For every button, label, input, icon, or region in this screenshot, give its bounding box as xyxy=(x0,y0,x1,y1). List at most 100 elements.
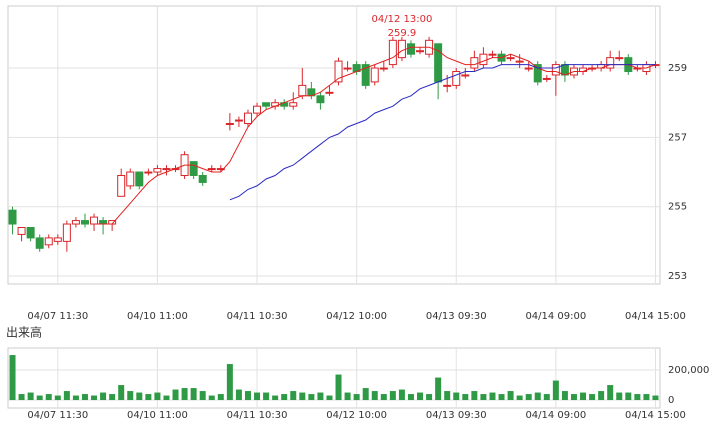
volume-bar xyxy=(417,392,424,401)
candle-body xyxy=(90,216,99,225)
volume-bar xyxy=(625,392,632,401)
candle-body xyxy=(17,226,26,235)
volume-bar xyxy=(27,392,34,401)
volume-bar xyxy=(63,391,70,401)
candle-body xyxy=(26,226,35,239)
candle-body xyxy=(243,112,252,125)
candle-body xyxy=(506,57,515,60)
volume-bar xyxy=(435,377,442,401)
volume-bar xyxy=(444,391,451,401)
candle-body xyxy=(334,60,343,83)
volume-bar xyxy=(344,392,351,401)
x-tick-label: 04/07 11:30 xyxy=(27,410,88,421)
candle-body xyxy=(80,220,89,225)
volume-bar xyxy=(534,392,541,401)
candle-body xyxy=(135,171,144,187)
volume-bar xyxy=(91,395,98,401)
candle-body xyxy=(515,60,524,63)
volume-bar xyxy=(45,394,52,401)
volume-title: 出来高 xyxy=(6,325,42,340)
volume-bar xyxy=(127,391,134,401)
volume-bar xyxy=(371,391,378,401)
moving-average-line xyxy=(94,46,656,225)
volume-bar xyxy=(208,395,215,401)
plot-frame xyxy=(7,347,661,409)
candle-body xyxy=(253,105,262,114)
volume-bar xyxy=(72,395,79,401)
volume-bar xyxy=(100,392,107,401)
candle-body xyxy=(533,64,542,83)
volume-bar xyxy=(652,395,659,401)
volume-bar xyxy=(634,394,641,401)
candle-body xyxy=(325,91,334,94)
volume-bar xyxy=(598,391,605,401)
volume-bar xyxy=(589,394,596,401)
volume-bar xyxy=(362,388,369,401)
volume-bar xyxy=(54,395,61,401)
volume-bar xyxy=(353,394,360,401)
candle-body xyxy=(452,71,461,86)
volume-bar xyxy=(335,374,342,401)
candle-body xyxy=(44,237,53,246)
annotation-time: 04/12 13:00 xyxy=(372,14,433,25)
candle-body xyxy=(62,223,71,242)
volume-bar xyxy=(543,394,550,401)
candle-body xyxy=(153,168,162,173)
candle-body xyxy=(379,67,388,70)
volume-bar xyxy=(263,392,270,401)
candle-body xyxy=(234,119,243,122)
candle-body xyxy=(524,67,533,70)
x-tick-label: 04/14 15:00 xyxy=(625,311,686,322)
candle-body xyxy=(560,64,569,76)
y-tick-label: 253 xyxy=(668,271,687,282)
y-tick-label: 0 xyxy=(668,395,674,406)
volume-bar xyxy=(607,385,614,401)
volume-bar xyxy=(570,394,577,401)
volume-bar xyxy=(254,392,261,401)
candle-body xyxy=(162,168,171,171)
candle-body xyxy=(470,57,479,69)
candle-body xyxy=(370,67,379,83)
candle-body xyxy=(35,237,44,249)
volume-bar xyxy=(507,391,514,401)
candle-body xyxy=(71,220,80,225)
volume-bar xyxy=(290,391,297,401)
candle-body xyxy=(361,64,370,86)
volume-bar xyxy=(498,394,505,401)
candle-body xyxy=(416,50,425,53)
volume-bar xyxy=(462,394,469,401)
annotation-value: 259.9 xyxy=(388,28,417,39)
plot-frame xyxy=(7,5,661,285)
y-tick-label: 200,000 xyxy=(668,365,709,376)
volume-bar xyxy=(272,395,279,401)
candle-body xyxy=(316,95,325,104)
volume-bar xyxy=(136,392,143,401)
x-tick-label: 04/13 09:30 xyxy=(426,410,487,421)
volume-bar xyxy=(380,394,387,401)
volume-bar xyxy=(317,392,324,401)
candle-body xyxy=(479,53,488,66)
candle-body xyxy=(117,175,126,197)
volume-bar xyxy=(235,389,242,401)
candle-body xyxy=(542,77,551,80)
candle-body xyxy=(298,84,307,97)
volume-bar xyxy=(561,391,568,401)
candle-body xyxy=(289,102,298,107)
volume-bar xyxy=(398,389,405,401)
candle-body xyxy=(488,53,497,56)
x-tick-label: 04/14 15:00 xyxy=(625,410,686,421)
x-tick-label: 04/13 09:30 xyxy=(426,311,487,322)
volume-bar xyxy=(172,389,179,401)
candle-body xyxy=(216,168,225,171)
candle-body xyxy=(53,237,62,242)
volume-bar xyxy=(453,392,460,401)
candle-body xyxy=(406,43,415,55)
volume-bar xyxy=(81,394,88,401)
x-tick-label: 04/10 11:00 xyxy=(127,410,188,421)
candle-body xyxy=(262,102,271,107)
volume-bar xyxy=(118,385,125,401)
candle-body xyxy=(461,74,470,77)
volume-bar xyxy=(407,394,414,401)
candle-body xyxy=(225,123,234,126)
